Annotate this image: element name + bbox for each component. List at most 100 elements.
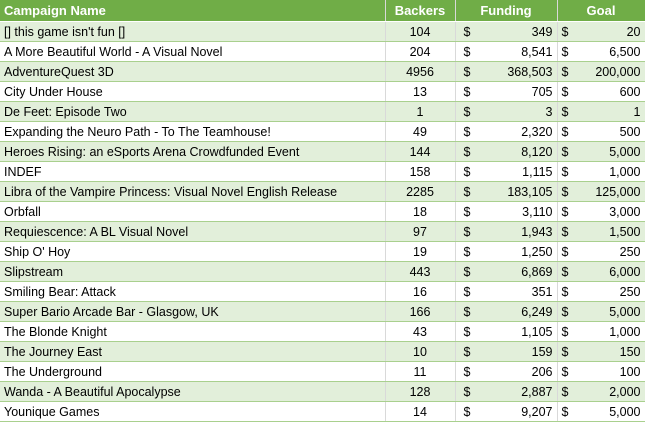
cell-campaign-name[interactable]: Super Bario Arcade Bar - Glasgow, UK [0,301,386,322]
funding-value: 349 [531,24,553,39]
cell-funding[interactable]: $8,120 [455,141,558,162]
currency-symbol: $ [463,104,471,119]
cell-backers[interactable]: 158 [385,161,456,182]
cell-goal[interactable]: $150 [557,341,645,362]
goal-value: 1,500 [609,224,641,239]
cell-campaign-name[interactable]: The Underground [0,361,386,382]
cell-funding[interactable]: $6,249 [455,301,558,322]
funding-value: 368,503 [507,64,553,79]
header-campaign-name[interactable]: Campaign Name [0,0,386,22]
cell-goal[interactable]: $250 [557,281,645,302]
cell-campaign-name[interactable]: [] this game isn't fun [] [0,21,386,42]
cell-funding[interactable]: $1,105 [455,321,558,342]
cell-backers[interactable]: 1 [385,101,456,122]
cell-goal[interactable]: $5,000 [557,301,645,322]
table-row: AdventureQuest 3D 4956 $368,503 $200,000 [0,61,645,82]
cell-backers[interactable]: 166 [385,301,456,322]
cell-funding[interactable]: $351 [455,281,558,302]
cell-funding[interactable]: $8,541 [455,41,558,62]
cell-backers[interactable]: 13 [385,81,456,102]
cell-goal[interactable]: $600 [557,81,645,102]
cell-goal[interactable]: $250 [557,241,645,262]
cell-goal[interactable]: $1,000 [557,161,645,182]
cell-backers[interactable]: 4956 [385,61,456,82]
cell-campaign-name[interactable]: Requiescence: A BL Visual Novel [0,221,386,242]
cell-campaign-name[interactable]: AdventureQuest 3D [0,61,386,82]
cell-backers[interactable]: 11 [385,361,456,382]
cell-backers[interactable]: 10 [385,341,456,362]
cell-funding[interactable]: $368,503 [455,61,558,82]
table-row: The Blonde Knight 43 $1,105 $1,000 [0,321,645,342]
cell-goal[interactable]: $1,000 [557,321,645,342]
cell-campaign-name[interactable]: The Blonde Knight [0,321,386,342]
cell-funding[interactable]: $2,320 [455,121,558,142]
cell-goal[interactable]: $3,000 [557,201,645,222]
cell-funding[interactable]: $159 [455,341,558,362]
cell-backers[interactable]: 43 [385,321,456,342]
cell-goal[interactable]: $100 [557,361,645,382]
cell-funding[interactable]: $206 [455,361,558,382]
goal-value: 100 [619,364,641,379]
cell-campaign-name[interactable]: A More Beautiful World - A Visual Novel [0,41,386,62]
cell-funding[interactable]: $6,869 [455,261,558,282]
cell-funding[interactable]: $705 [455,81,558,102]
cell-backers[interactable]: 97 [385,221,456,242]
header-backers[interactable]: Backers [385,0,456,22]
cell-goal[interactable]: $5,000 [557,401,645,422]
cell-campaign-name[interactable]: INDEF [0,161,386,182]
table-row: [] this game isn't fun [] 104 $349 $20 [0,21,645,42]
cell-backers[interactable]: 204 [385,41,456,62]
cell-funding[interactable]: $3 [455,101,558,122]
cell-goal[interactable]: $1 [557,101,645,122]
cell-campaign-name[interactable]: Heroes Rising: an eSports Arena Crowdfun… [0,141,386,162]
cell-campaign-name[interactable]: Slipstream [0,261,386,282]
cell-campaign-name[interactable]: Younique Games [0,401,386,422]
cell-goal[interactable]: $5,000 [557,141,645,162]
cell-campaign-name[interactable]: Wanda - A Beautiful Apocalypse [0,381,386,402]
cell-funding[interactable]: $1,943 [455,221,558,242]
cell-goal[interactable]: $6,000 [557,261,645,282]
cell-backers[interactable]: 104 [385,21,456,42]
header-goal[interactable]: Goal [557,0,645,22]
cell-backers[interactable]: 128 [385,381,456,402]
cell-funding[interactable]: $349 [455,21,558,42]
cell-backers[interactable]: 49 [385,121,456,142]
cell-goal[interactable]: $1,500 [557,221,645,242]
currency-symbol: $ [463,184,471,199]
cell-campaign-name[interactable]: De Feet: Episode Two [0,101,386,122]
cell-goal[interactable]: $200,000 [557,61,645,82]
table-row: Heroes Rising: an eSports Arena Crowdfun… [0,141,645,162]
header-funding[interactable]: Funding [455,0,558,22]
cell-backers[interactable]: 19 [385,241,456,262]
cell-funding[interactable]: $1,250 [455,241,558,262]
cell-goal[interactable]: $2,000 [557,381,645,402]
cell-backers[interactable]: 144 [385,141,456,162]
cell-backers[interactable]: 2285 [385,181,456,202]
currency-symbol: $ [463,224,471,239]
cell-goal[interactable]: $500 [557,121,645,142]
cell-goal[interactable]: $125,000 [557,181,645,202]
cell-campaign-name[interactable]: Orbfall [0,201,386,222]
cell-funding[interactable]: $9,207 [455,401,558,422]
cell-campaign-name[interactable]: Ship O' Hoy [0,241,386,262]
cell-goal[interactable]: $6,500 [557,41,645,62]
cell-funding[interactable]: $2,887 [455,381,558,402]
cell-backers[interactable]: 18 [385,201,456,222]
currency-symbol: $ [561,244,569,259]
cell-campaign-name[interactable]: Libra of the Vampire Princess: Visual No… [0,181,386,202]
cell-funding[interactable]: $1,115 [455,161,558,182]
cell-campaign-name[interactable]: The Journey East [0,341,386,362]
currency-symbol: $ [561,404,569,419]
cell-campaign-name[interactable]: Smiling Bear: Attack [0,281,386,302]
currency-symbol: $ [463,84,471,99]
currency-symbol: $ [463,124,471,139]
cell-backers[interactable]: 14 [385,401,456,422]
cell-funding[interactable]: $183,105 [455,181,558,202]
cell-campaign-name[interactable]: City Under House [0,81,386,102]
cell-backers[interactable]: 16 [385,281,456,302]
cell-funding[interactable]: $3,110 [455,201,558,222]
cell-goal[interactable]: $20 [557,21,645,42]
cell-backers[interactable]: 443 [385,261,456,282]
cell-campaign-name[interactable]: Expanding the Neuro Path - To The Teamho… [0,121,386,142]
